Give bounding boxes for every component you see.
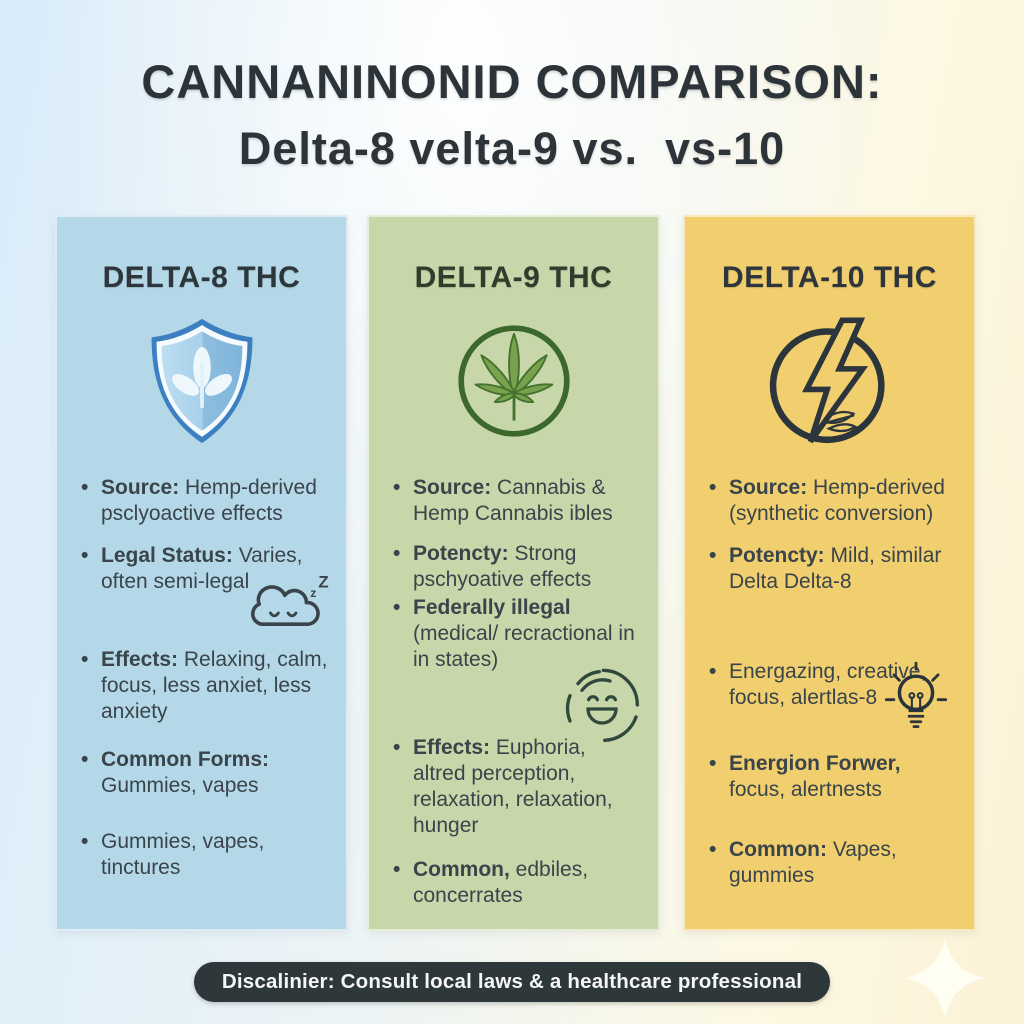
lightbulb-icon bbox=[878, 659, 954, 744]
shield-leaf-icon bbox=[57, 315, 346, 447]
sleep-cloud-icon: z Z bbox=[244, 572, 332, 642]
bullet-text: Vapes, gummies bbox=[729, 838, 897, 888]
list-item: Potencty: Mild, similar Delta Delta-8 bbox=[709, 543, 958, 595]
smiley-swirl-icon bbox=[562, 665, 642, 750]
bullet-label: Effects: bbox=[101, 648, 179, 672]
bullet-text: Relaxing, calm, focus, less anxiet, less… bbox=[101, 648, 328, 724]
bullet-text: focus, alertnests bbox=[729, 778, 882, 802]
list-item: Effects: Relaxing, calm, focus, less anx… bbox=[81, 647, 330, 725]
list-item: Common: Vapes, gummies bbox=[709, 837, 958, 889]
delta9-column: DELTA-9 THC Source: Cannabis & Hemp Cann… bbox=[367, 215, 660, 931]
list-item: Common Forms: Gummies, vapes bbox=[81, 747, 330, 799]
delta8-column: DELTA-8 THC Source: Hemp-derived psclyoa… bbox=[55, 215, 348, 931]
list-item: Energion Forwer, focus, alertnests bbox=[709, 751, 958, 803]
bullet-label: Common: bbox=[729, 838, 827, 862]
bullet-text: Gummies, vapes, tinctures bbox=[101, 830, 265, 880]
page-title: CANNANINONID COMPARISON: Delta-8 velta-9… bbox=[0, 54, 1024, 175]
title-line-1: CANNANINONID COMPARISON: bbox=[141, 55, 883, 108]
bullet-text: edbiles, concerrates bbox=[413, 858, 589, 908]
bullet-label: Common Forms: bbox=[101, 748, 269, 772]
bullet-text: Varies, often semi-legal bbox=[101, 544, 303, 594]
bullet-text: Hemp-derived psclyoactive effects bbox=[101, 476, 317, 526]
delta9-bullet-list: Source: Cannabis & Hemp Cannabis ibles P… bbox=[369, 475, 658, 909]
list-item: Source: Hemp-derived (synthetic conversi… bbox=[709, 475, 958, 527]
delta9-header: DELTA-9 THC bbox=[414, 261, 613, 294]
list-item: Potencty: Strong pschyoative effects bbox=[393, 541, 642, 593]
bullet-label: Energion Forwer, bbox=[729, 752, 901, 776]
bullet-label: Source: bbox=[101, 476, 180, 499]
bullet-label: Potencty: bbox=[413, 542, 509, 566]
bullet-text: Gummies, vapes bbox=[101, 774, 259, 798]
list-item: Energazing, creative, focus, alertlas-8 bbox=[709, 659, 958, 711]
list-item: Effects: Euphoria, altred perception, re… bbox=[393, 735, 642, 839]
bullet-text: Mild, similar Delta Delta-8 bbox=[729, 544, 942, 594]
bullet-text: Cannabis & Hemp Cannabis ibles bbox=[413, 476, 613, 526]
bullet-text: Energazing, creative, focus, alertlas-8 bbox=[729, 660, 927, 710]
delta10-header: DELTA-10 THC bbox=[722, 261, 937, 294]
disclaimer-text: Discalinier: Consult local laws & a heal… bbox=[193, 962, 831, 1002]
disclaimer-bar: Discalinier: Consult local laws & a heal… bbox=[0, 962, 1024, 1002]
bolt-leaf-icon bbox=[685, 315, 974, 447]
list-item: Legal Status: Varies, often semi-legal bbox=[81, 543, 330, 595]
list-item: Gummies, vapes, tinctures bbox=[81, 829, 330, 881]
list-item: Common, edbiles, concerrates bbox=[393, 857, 642, 909]
bullet-text: Euphoria, altred perception, relaxation,… bbox=[413, 736, 613, 838]
title-line-2: Delta-8 velta-9 vs. vs-10 bbox=[238, 123, 786, 174]
bullet-text: Strong pschyoative effects bbox=[413, 542, 592, 592]
bullet-label: Common, bbox=[413, 858, 510, 882]
svg-text:Z: Z bbox=[318, 573, 328, 591]
delta10-bullet-list: Source: Hemp-derived (synthetic conversi… bbox=[685, 475, 974, 889]
delta8-header: DELTA-8 THC bbox=[102, 261, 301, 294]
sparkle-icon bbox=[905, 938, 985, 1018]
cannabis-leaf-icon bbox=[369, 315, 658, 447]
svg-text:z: z bbox=[310, 586, 316, 600]
list-item: Source: Cannabis & Hemp Cannabis ibles bbox=[393, 475, 642, 527]
bullet-label: Federally illegal bbox=[413, 596, 571, 620]
delta10-column: DELTA-10 THC Source: Hemp-derived (synth… bbox=[683, 215, 976, 931]
bullet-label: Effects: bbox=[413, 736, 491, 760]
delta8-bullet-list: Source: Hemp-derived psclyoactive effect… bbox=[57, 475, 346, 881]
bullet-label: Source: bbox=[729, 476, 808, 499]
list-item: Source: Hemp-derived psclyoactive effect… bbox=[81, 475, 330, 527]
bullet-label: Potencty: bbox=[729, 544, 825, 568]
bullet-label: Source: bbox=[413, 476, 492, 499]
bullet-label: Legal Status: bbox=[101, 544, 233, 568]
bullet-text: (medical/ recractional in in states) bbox=[413, 622, 635, 672]
bullet-text: Hemp-derived (synthetic conversion) bbox=[729, 476, 945, 526]
list-item: Federally illegal (medical/ recractional… bbox=[393, 595, 642, 673]
